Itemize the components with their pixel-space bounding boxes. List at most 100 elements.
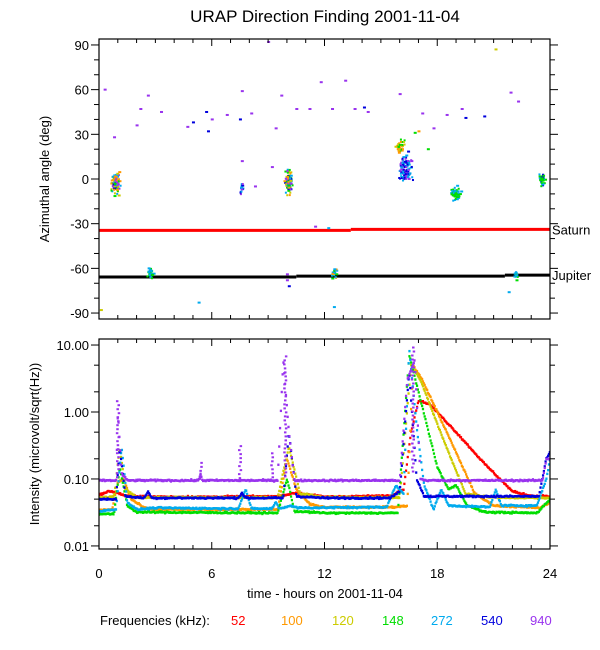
data-point-148 <box>406 374 409 377</box>
data-point-272 <box>149 276 153 279</box>
spike-point-940 <box>411 458 414 461</box>
data-point-120 <box>464 492 467 495</box>
data-point-540 <box>343 496 346 499</box>
data-point-52 <box>421 399 425 403</box>
spike-point-940 <box>284 463 288 466</box>
data-point-940 <box>517 100 521 103</box>
data-point-272 <box>114 508 118 511</box>
data-point-52 <box>469 446 472 449</box>
data-point-272 <box>453 190 457 193</box>
data-point-120 <box>447 450 450 453</box>
spike-point-940 <box>411 374 414 377</box>
data-point-940 <box>281 373 284 376</box>
data-point-940 <box>261 479 264 482</box>
data-point-540 <box>393 494 396 497</box>
data-point-100 <box>435 408 438 411</box>
data-point-540 <box>362 106 366 109</box>
data-point-940 <box>544 462 547 465</box>
data-point-148 <box>403 139 406 142</box>
data-point-940 <box>548 457 550 461</box>
data-point-540 <box>411 423 414 426</box>
data-point-52 <box>102 492 105 496</box>
spike-point-940 <box>239 457 242 460</box>
data-point-100 <box>335 268 338 271</box>
data-point-120 <box>293 468 296 471</box>
data-point-940 <box>410 368 413 372</box>
data-point-940 <box>406 377 409 380</box>
y-tick-label: 10.00 <box>56 338 89 353</box>
data-point-120 <box>110 188 113 191</box>
data-point-272 <box>423 485 426 488</box>
data-point-272 <box>333 507 336 510</box>
data-point-148 <box>439 472 442 475</box>
data-point-148 <box>397 145 400 148</box>
legend-item-52: 52 <box>231 613 245 628</box>
data-point-100 <box>439 418 442 422</box>
data-point-272 <box>132 505 135 508</box>
data-point-148 <box>408 355 411 358</box>
spike-point-940 <box>284 467 288 470</box>
data-point-120 <box>418 377 421 381</box>
data-point-272 <box>270 507 273 511</box>
data-point-148 <box>119 468 122 471</box>
data-point-120 <box>452 462 455 466</box>
data-point-940 <box>253 185 257 188</box>
data-point-272 <box>409 358 412 362</box>
spike-point-940 <box>271 460 274 463</box>
data-point-100 <box>437 412 440 415</box>
data-point-52 <box>226 494 229 497</box>
data-point-540 <box>287 188 291 191</box>
data-point-540 <box>147 490 150 493</box>
data-point-272 <box>148 271 151 274</box>
spike-point-940 <box>412 346 415 349</box>
data-point-540 <box>114 498 118 501</box>
data-point-272 <box>438 491 441 495</box>
data-point-148 <box>152 510 156 513</box>
data-point-272 <box>431 504 434 508</box>
data-point-100 <box>417 130 421 133</box>
data-point-272 <box>402 492 405 495</box>
data-point-272 <box>400 175 403 178</box>
data-point-272 <box>334 276 337 279</box>
data-point-100 <box>486 500 490 503</box>
data-point-272 <box>240 498 244 501</box>
data-point-148 <box>420 402 423 405</box>
data-point-272 <box>403 470 406 474</box>
data-point-120 <box>415 372 419 376</box>
data-point-100 <box>461 465 464 469</box>
data-point-100 <box>418 373 421 377</box>
data-point-120 <box>314 494 317 497</box>
data-point-940 <box>353 108 357 110</box>
spike-point-940 <box>283 403 286 406</box>
data-point-272 <box>538 497 541 500</box>
data-point-940 <box>282 361 285 364</box>
y-tick-label: 1.00 <box>64 405 89 420</box>
data-point-100 <box>290 474 294 477</box>
spike-point-940 <box>116 408 119 411</box>
data-point-940 <box>289 188 292 191</box>
data-point-100 <box>282 477 285 480</box>
data-point-540 <box>285 454 288 457</box>
data-point-52 <box>99 492 102 495</box>
data-point-100 <box>287 181 290 184</box>
data-point-940 <box>119 463 123 466</box>
data-point-52 <box>504 483 507 486</box>
data-point-148 <box>117 476 120 479</box>
data-point-540 <box>537 494 540 498</box>
data-point-100 <box>405 504 409 508</box>
data-point-272 <box>219 508 222 511</box>
data-point-540 <box>411 179 414 182</box>
data-point-120 <box>114 486 117 490</box>
data-point-148 <box>121 481 124 484</box>
data-point-148 <box>257 510 261 514</box>
data-point-148 <box>422 412 425 415</box>
data-point-272 <box>345 506 348 510</box>
data-point-272 <box>335 269 339 272</box>
data-point-540 <box>377 497 381 501</box>
data-point-120 <box>422 387 425 391</box>
data-point-940 <box>286 415 289 419</box>
data-point-120 <box>395 145 398 148</box>
data-point-272 <box>435 500 438 503</box>
data-point-272 <box>542 484 545 488</box>
data-point-940 <box>541 479 544 482</box>
